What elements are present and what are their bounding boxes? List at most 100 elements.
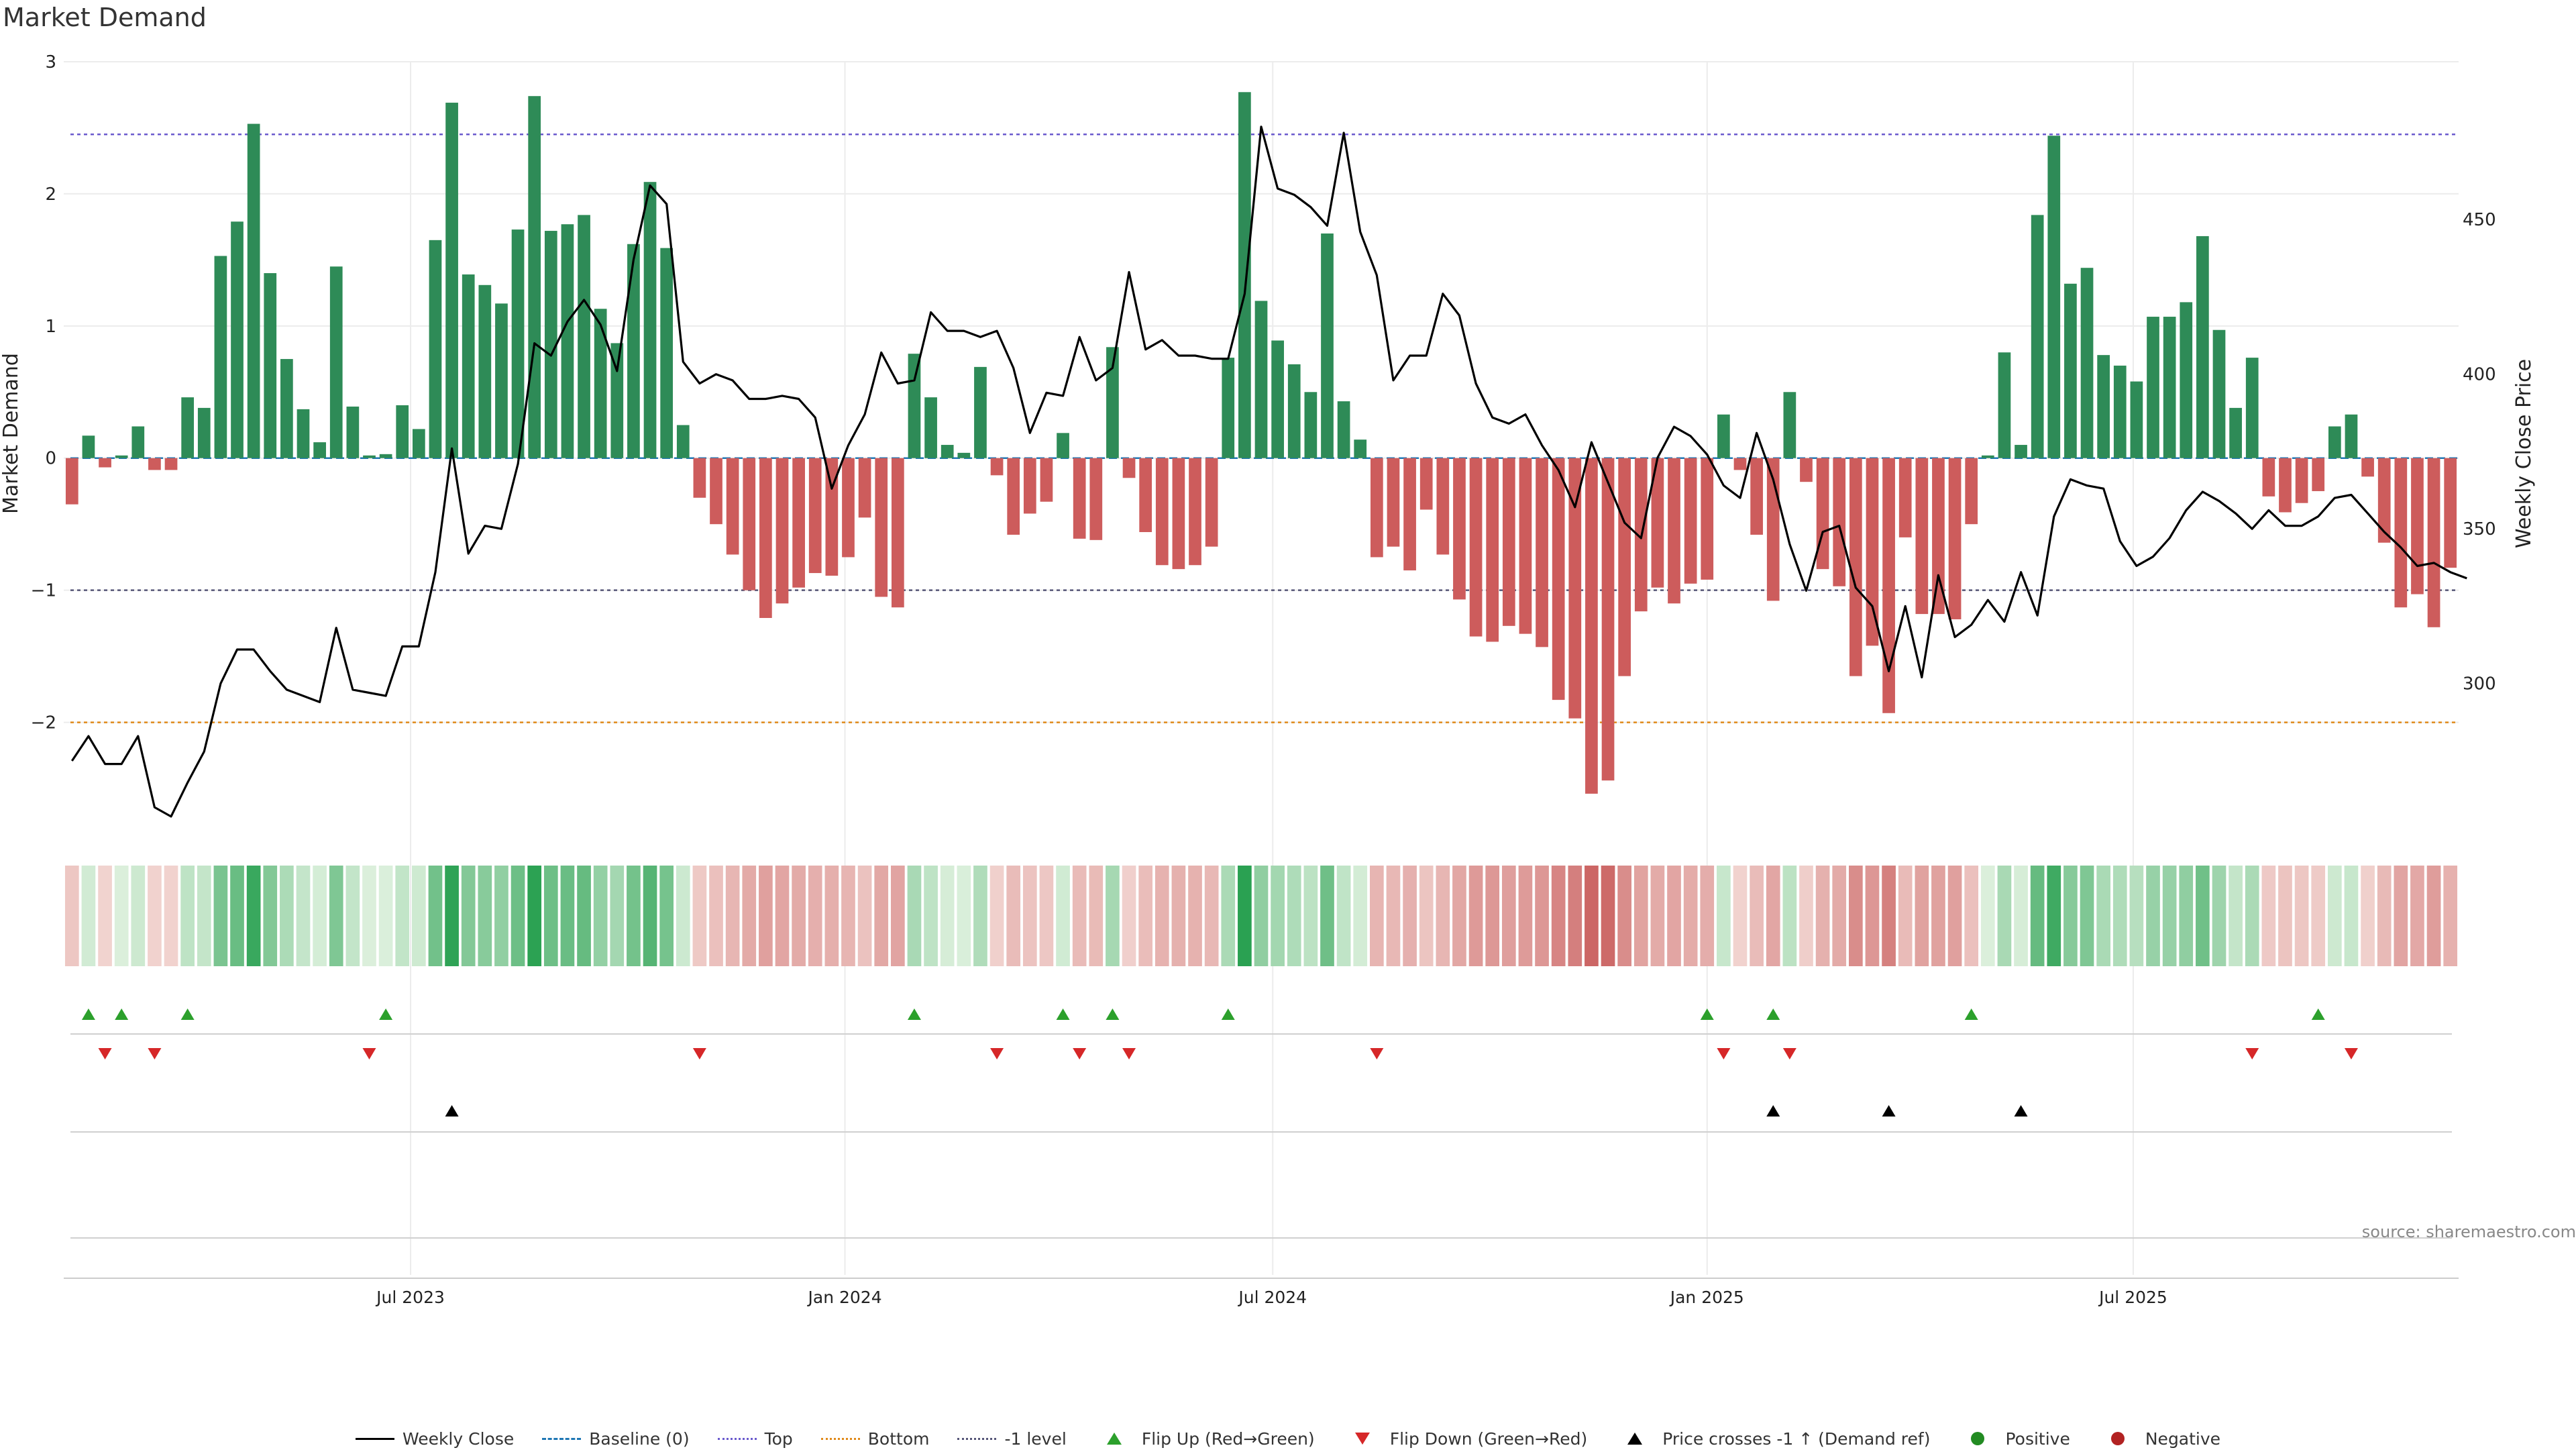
legend-label: -1 level [1004, 1429, 1067, 1449]
demand-bar [1321, 233, 1334, 458]
demand-bar [1403, 458, 1416, 571]
demand-bar [2245, 358, 2259, 458]
heat-cell [1386, 866, 1401, 966]
demand-bar [2113, 365, 2127, 458]
heat-cell [1551, 866, 1566, 966]
heat-cell [659, 866, 674, 966]
heat-cell [1353, 866, 1368, 966]
heat-cell [1485, 866, 1500, 966]
demand-bar [1585, 458, 1598, 794]
heat-cell [610, 866, 625, 966]
reference-lines [70, 134, 2459, 723]
demand-bar [1552, 458, 1565, 701]
demand-bar [1370, 458, 1383, 558]
heat-cell [792, 866, 806, 966]
demand-bar [2097, 355, 2110, 458]
heat-cell [1320, 866, 1334, 966]
flip-down-marker [1782, 1048, 1796, 1059]
heat-cell [1700, 866, 1715, 966]
demand-bar [313, 442, 326, 458]
legend-item: Price crosses -1 ↑ (Demand ref) [1615, 1429, 1930, 1449]
heat-cell [1138, 866, 1152, 966]
heat-cell [1056, 866, 1070, 966]
demand-bar [610, 343, 624, 458]
heat-cell [329, 866, 343, 966]
heat-cell [2311, 866, 2326, 966]
demand-bar [726, 458, 739, 555]
flip-down-marker [148, 1048, 162, 1059]
demand-bar [578, 215, 590, 458]
demand-bar [808, 458, 822, 574]
flip-down-marker [1717, 1048, 1731, 1059]
demand-bar [1701, 458, 1714, 580]
heat-cell [1271, 866, 1285, 966]
heat-cell [2162, 866, 2177, 966]
heat-cell [2129, 866, 2144, 966]
price-cross-marker [2014, 1105, 2028, 1117]
heat-cell [676, 866, 690, 966]
heat-cell [2278, 866, 2292, 966]
flip-up-marker [1221, 1008, 1235, 1020]
demand-bar [2080, 268, 2094, 458]
demand-bar [478, 284, 492, 458]
heat-cell [643, 866, 657, 966]
y-axis-label: Market Demand [0, 353, 23, 514]
flip-down-marker [692, 1048, 706, 1059]
demand-bar [1089, 458, 1103, 540]
demand-bar [1932, 458, 1945, 615]
heat-cell [1403, 866, 1417, 966]
demand-bar [1601, 458, 1615, 781]
flip-up-marker [2311, 1008, 2325, 1020]
heat-cell [1568, 866, 1582, 966]
demand-bar [164, 458, 178, 470]
heat-cell [2096, 866, 2110, 966]
heat-cell [2112, 866, 2127, 966]
heat-cell [1717, 866, 1731, 966]
heat-cell [973, 866, 987, 966]
demand-bar [2212, 329, 2226, 458]
demand-bar [1833, 458, 1846, 586]
demand-bar [1866, 458, 1879, 646]
demand-bar [2427, 458, 2440, 627]
heat-cell [2179, 866, 2194, 966]
y2-axis-label: Weekly Close Price [2512, 359, 2536, 548]
heat-cell [395, 866, 410, 966]
demand-bar [1898, 458, 1912, 537]
heat-cell [445, 866, 459, 966]
demand-bar [2064, 283, 2077, 458]
heat-cell [1849, 866, 1863, 966]
demand-bar [891, 458, 904, 608]
demand-bar [1965, 458, 1978, 525]
demand-bar [528, 96, 541, 458]
heat-cell [280, 866, 294, 966]
source-note: source: sharemaestro.com [2361, 1223, 2576, 1241]
demand-bar [1106, 347, 1119, 458]
demand-bar [2180, 302, 2193, 458]
heat-cell [1188, 866, 1202, 966]
demand-bar [1337, 401, 1350, 458]
demand-bar [1668, 458, 1680, 604]
demand-bar [1684, 458, 1697, 584]
legend-item: Flip Down (Green→Red) [1343, 1429, 1587, 1449]
heat-cell [148, 866, 162, 966]
demand-bar [1436, 458, 1450, 555]
heat-cell [1667, 866, 1681, 966]
heat-cell [2361, 866, 2375, 966]
grid-lines [64, 61, 2459, 1275]
heat-cell [2030, 866, 2045, 966]
heat-cell [1766, 866, 1780, 966]
heat-cell [2443, 866, 2458, 966]
demand-bar [2394, 458, 2408, 608]
heat-cell [1155, 866, 1169, 966]
heat-cell [1370, 866, 1384, 966]
heat-cell [1089, 866, 1104, 966]
demand-bar [396, 405, 409, 458]
heat-cell [213, 866, 228, 966]
demand-bar [1453, 458, 1466, 600]
demand-bar [1238, 92, 1251, 458]
price-cross-marker [1766, 1105, 1780, 1117]
heat-cell [1501, 866, 1516, 966]
flip-up-marker [907, 1008, 921, 1020]
heat-cell [1931, 866, 1945, 966]
demand-bar [1519, 458, 1532, 634]
